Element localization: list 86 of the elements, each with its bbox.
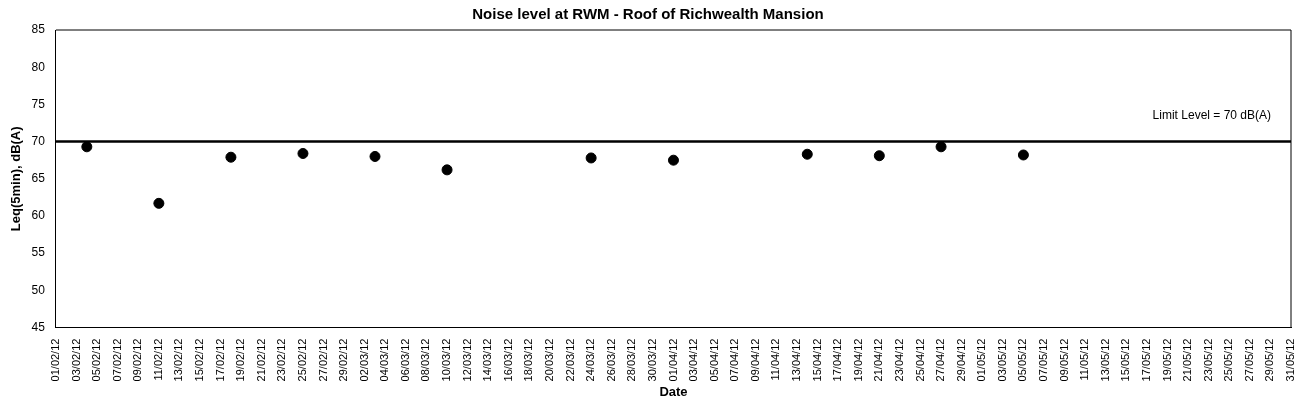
y-tick-label: 85 (31, 22, 46, 37)
y-axis-title: Leq(5min), dB(A) (8, 126, 24, 232)
x-tick-label: 15/05/12 (1119, 338, 1132, 382)
x-tick-label: 13/04/12 (790, 338, 803, 382)
x-tick-label: 30/03/12 (645, 338, 658, 382)
point (585, 152, 597, 164)
x-tick-label: 03/04/12 (687, 338, 700, 382)
point (1017, 149, 1029, 161)
x-tick-label: 13/02/12 (172, 338, 185, 382)
x-tick-label: 01/02/12 (48, 338, 61, 382)
x-tick-label: 07/04/12 (728, 338, 741, 382)
x-tick-label: 17/04/12 (831, 338, 844, 382)
x-tick-label: 19/05/12 (1160, 338, 1173, 382)
x-tick-label: 21/02/12 (254, 338, 267, 382)
x-tick-label: 20/03/12 (543, 338, 555, 382)
x-tick-label: 26/03/12 (604, 338, 617, 382)
y-tick-label: 75 (31, 96, 46, 111)
chart-title: Noise level at RWM - Roof of Richwealth Mansion (472, 5, 824, 23)
x-tick-label: 07/05/12 (1037, 338, 1050, 382)
point (441, 164, 453, 176)
point (153, 197, 165, 209)
x-tick-label: 24/03/12 (584, 338, 597, 382)
x-tick-label: 23/02/12 (275, 338, 288, 382)
x-tick-label: 19/02/12 (234, 338, 247, 382)
x-tick-label: 06/03/12 (398, 338, 411, 382)
x-tick-label: 08/03/12 (419, 338, 432, 382)
x-tick-label: 27/05/12 (1242, 338, 1255, 382)
point (81, 141, 93, 153)
x-tick-label: 17/05/12 (1139, 338, 1152, 382)
point (935, 141, 947, 153)
x-tick-label: 05/05/12 (1016, 338, 1029, 382)
x-tick-label: 01/05/12 (975, 338, 988, 382)
x-tick-label: 22/03/12 (563, 338, 576, 382)
x-tick-label: 29/02/12 (337, 338, 350, 382)
x-tick-label: 23/04/12 (892, 338, 905, 382)
x-tick-label: 11/02/12 (151, 338, 164, 381)
x-tick-label: 01/04/12 (666, 338, 679, 382)
x-tick-label: 25/02/12 (295, 338, 308, 382)
x-tick-label: 03/02/12 (69, 338, 82, 382)
x-tick-label: 16/03/12 (501, 338, 514, 382)
x-tick-label: 12/03/12 (460, 338, 473, 382)
x-tick-label: 13/05/12 (1098, 338, 1111, 382)
point (667, 154, 679, 166)
x-tick-label: 04/03/12 (378, 338, 391, 382)
x-tick-label: 23/05/12 (1201, 338, 1214, 382)
x-tick-label: 03/05/12 (995, 338, 1008, 382)
x-tick-label: 15/04/12 (810, 338, 823, 382)
x-tick-label: 14/03/12 (481, 338, 494, 382)
x-tick-label: 18/03/12 (522, 338, 535, 382)
x-tick-label: 19/04/12 (851, 338, 864, 382)
x-tick-label: 15/02/12 (193, 338, 206, 382)
x-axis-title: Date (659, 383, 688, 399)
x-tick-label: 11/05/12 (1078, 338, 1091, 381)
x-tick-label: 29/05/12 (1263, 338, 1276, 382)
y-tick-label: 80 (31, 59, 46, 74)
x-tick-label: 29/04/12 (954, 338, 967, 382)
x-tick-label: 11/04/12 (769, 338, 782, 381)
y-tick-label: 65 (31, 171, 46, 186)
x-tick-label: 17/02/12 (213, 338, 226, 382)
y-tick-label: 70 (31, 133, 46, 148)
x-tick-label: 02/03/12 (357, 338, 370, 382)
y-tick-label: 55 (31, 245, 46, 260)
x-tick-label: 10/03/12 (440, 338, 453, 382)
x-tick-label: 07/02/12 (110, 338, 123, 382)
x-tick-label: 05/02/12 (90, 338, 103, 382)
x-tick-label: 27/02/12 (316, 338, 329, 382)
x-tick-label: 09/04/12 (748, 338, 761, 382)
x-tick-label: 21/04/12 (872, 338, 885, 382)
x-tick-label: 31/05/12 (1284, 338, 1297, 382)
x-tick-label: 21/05/12 (1181, 338, 1194, 382)
x-tick-label: 09/02/12 (131, 338, 144, 382)
x-tick-label: 28/03/12 (625, 338, 638, 382)
point (873, 150, 885, 162)
x-tick-label: 25/04/12 (913, 338, 926, 382)
x-tick-label: 09/05/12 (1057, 338, 1070, 382)
point (369, 150, 381, 162)
y-tick-label: 60 (31, 208, 46, 223)
x-tick-label: 05/04/12 (707, 338, 720, 382)
y-tick-label: 50 (31, 282, 46, 297)
point (801, 148, 813, 160)
point (225, 151, 237, 163)
ref-line-label: Limit Level = 70 dB(A) (1152, 107, 1271, 122)
x-tick-label: 27/04/12 (934, 338, 947, 382)
point (297, 148, 309, 159)
y-tick-label: 45 (31, 319, 46, 334)
x-tick-label: 25/05/12 (1222, 338, 1235, 382)
